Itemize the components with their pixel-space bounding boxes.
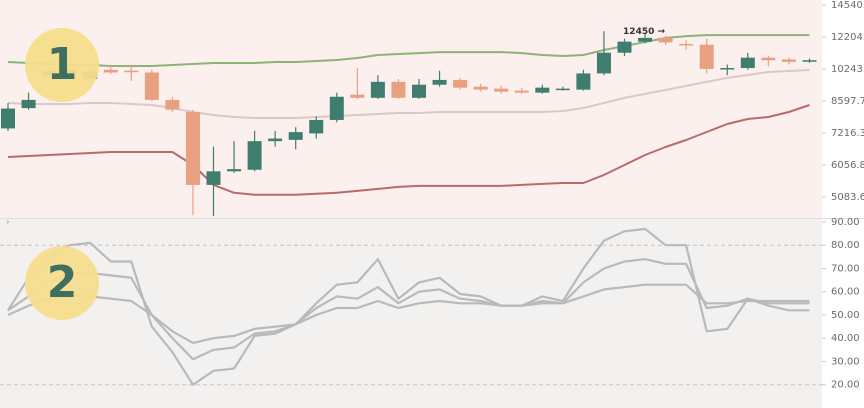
- candle-body: [535, 87, 550, 93]
- y-tick-label: 20.00: [831, 380, 860, 391]
- candle-body: [1, 108, 15, 129]
- candle-body: [473, 86, 488, 90]
- y-tick-label: 8597.7: [831, 96, 864, 107]
- badge-circle: [25, 246, 99, 320]
- candle-body: [391, 81, 406, 98]
- candle-body: [699, 44, 714, 69]
- badge-label: 2: [47, 257, 78, 308]
- candle-body: [781, 59, 796, 62]
- candle-body: [288, 132, 303, 140]
- y-tick-label: 12204.5: [831, 32, 864, 43]
- candle-body: [453, 79, 468, 88]
- candle-body: [596, 52, 611, 74]
- candle-body: [720, 68, 735, 70]
- candle-body: [494, 88, 509, 92]
- candle-body: [227, 169, 242, 172]
- y-tick-label: 5083.6: [831, 192, 864, 203]
- candle-body: [370, 81, 385, 98]
- y-tick-label: 6056.8: [831, 160, 864, 171]
- y-tick-label: 10243.6: [831, 64, 864, 75]
- candle-body: [761, 57, 776, 61]
- oscillator-panel-bg: [0, 219, 822, 408]
- series-line: [7, 283, 810, 344]
- candle-body: [124, 70, 139, 73]
- candle-body: [103, 69, 118, 73]
- y-tick-label: 60.00: [831, 287, 860, 298]
- candle-body: [21, 99, 36, 109]
- collapse-icon: ›: [6, 218, 10, 228]
- candle-body: [514, 90, 529, 93]
- candle-body: [679, 43, 694, 46]
- series-line: [7, 69, 810, 119]
- candle-body: [185, 111, 200, 185]
- annotation: 12450 →: [623, 27, 665, 37]
- y-tick-label: 70.00: [831, 263, 860, 274]
- series-line: [7, 104, 810, 196]
- candle-body: [576, 73, 591, 90]
- candle-body: [412, 84, 426, 98]
- candle-body: [432, 79, 447, 85]
- candle-body: [802, 60, 817, 62]
- candle-body: [268, 138, 283, 142]
- y-tick-label: 40.00: [831, 333, 860, 344]
- series-line: [7, 227, 810, 386]
- candle-body: [329, 96, 344, 120]
- candle-body: [740, 57, 755, 69]
- y-tick-label: 80.00: [831, 240, 860, 251]
- y-tick-label: 14540.6: [831, 0, 864, 11]
- candle-body: [350, 94, 365, 98]
- candle-body: [309, 119, 324, 134]
- candle-body: [206, 171, 221, 185]
- y-tick-label: 90.00: [831, 217, 860, 228]
- candle-body: [658, 37, 673, 43]
- y-tick-label: 50.00: [831, 310, 860, 321]
- candle-body: [638, 37, 653, 42]
- series-line: [7, 258, 810, 361]
- candle-body: [247, 141, 262, 170]
- candle-body: [144, 72, 159, 100]
- candle-body: [165, 99, 180, 110]
- badge-label: 1: [47, 39, 78, 90]
- y-tick-label: 7216.3: [831, 128, 864, 139]
- badge-circle: [25, 28, 99, 102]
- series-line: [7, 34, 810, 67]
- y-tick-label: 30.00: [831, 356, 860, 367]
- candle-body: [555, 88, 570, 91]
- candle-body: [617, 41, 632, 53]
